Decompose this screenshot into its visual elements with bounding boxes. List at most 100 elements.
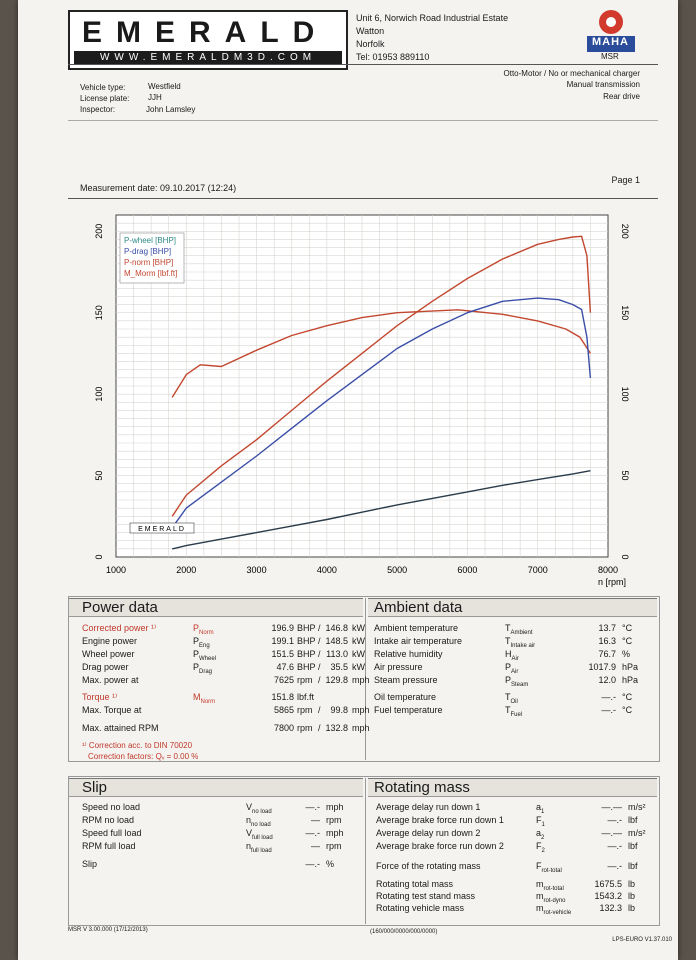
torque-symbol: MNorm <box>193 692 216 705</box>
power-row-value1: 47.6 <box>276 662 294 672</box>
power-row-value1: 7625 <box>273 675 294 685</box>
ambient-data-header <box>368 598 657 617</box>
max-rpm-value: 7800 <box>273 723 294 733</box>
torque-unit: lbf.ft <box>297 692 315 702</box>
power-row-unit1: BHP <box>297 649 316 659</box>
x-tick-label: 4000 <box>317 565 337 575</box>
address-line-3: Norfolk <box>356 39 385 49</box>
y-tick-label-left: 0 <box>94 554 104 559</box>
footer-code: (160/000/0000/000/0000) <box>370 929 438 935</box>
maha-wordmark: MAHA <box>592 36 629 48</box>
x-axis-label: n [rpm] <box>598 577 626 587</box>
power-row-label: Corrected power ¹⁾ <box>82 623 157 633</box>
max-rpm-mph-unit: mph <box>352 723 370 733</box>
slip-title: Slip <box>82 779 108 796</box>
slip-row-unit: rpm <box>326 815 342 825</box>
maha-logo: MAHA <box>583 8 639 54</box>
ambient-data-title: Ambient data <box>374 599 463 616</box>
slip-row-value: — <box>311 841 320 851</box>
x-tick-label: 6000 <box>457 565 477 575</box>
rotating-row-label: Average brake force run down 1 <box>376 815 504 825</box>
max-rpm-mph: 132.8 <box>325 723 348 733</box>
series-line-2 <box>171 297 592 529</box>
rotating-mass-header <box>368 778 657 797</box>
power-row-separator: / <box>318 662 321 672</box>
max-rpm-unit: rpm <box>297 723 313 733</box>
ambient-row-label: Ambient temperature <box>374 623 459 633</box>
fuel-temp-symbol: TFuel <box>505 705 523 718</box>
ambient-row-value: 1017.9 <box>588 662 616 672</box>
slip-row-value: — <box>311 815 320 825</box>
power-row-label: Max. power at <box>82 675 139 685</box>
dyno-report-sheet: EMERALD WWW.EMERALDM3D.COM Unit 6, Norwi… <box>18 0 678 960</box>
rotating-row-label: Average delay run down 2 <box>376 828 481 838</box>
slip-row-label: RPM no load <box>82 815 135 825</box>
watermark-text: EMERALD <box>138 526 186 533</box>
rotating-row-unit: lbf <box>628 841 638 851</box>
telephone: Tel: 01953 889110 <box>356 52 430 62</box>
power-row-unit2: kW <box>352 636 365 646</box>
power-row-value1: 151.5 <box>271 649 294 659</box>
x-tick-label: 5000 <box>387 565 407 575</box>
power-row-value2: 113.0 <box>326 649 348 659</box>
max-rpm-label: Max. attained RPM <box>82 723 159 733</box>
y-tick-label-right: 100 <box>620 387 630 402</box>
fuel-temp-value: —.- <box>601 705 617 715</box>
power-row-unit2: mph <box>352 675 370 685</box>
x-tick-label: 7000 <box>528 565 548 575</box>
footer-version: MSR V 3.00.000 (17/12/2013) <box>68 927 148 933</box>
y-tick-label-left: 150 <box>94 305 104 320</box>
slip-row-symbol: nfull load <box>246 841 272 854</box>
torque-label: Torque ¹⁾ <box>82 692 118 702</box>
power-row-unit2: kW <box>352 662 365 672</box>
mass-row-label: Rotating vehicle mass <box>376 903 465 913</box>
ambient-row-label: Intake air temperature <box>374 636 463 646</box>
ambient-row-value: 12.0 <box>598 675 616 685</box>
mass-row-label: Rotating test stand mass <box>376 891 476 901</box>
emerald-logo: EMERALD WWW.EMERALDM3D.COM <box>68 10 348 70</box>
oil-temp-symbol: TOil <box>505 692 518 705</box>
slip-unit: % <box>326 859 335 869</box>
y-tick-label-left: 50 <box>94 471 104 481</box>
rotating-row-value: —.- <box>607 815 623 825</box>
torque-value: 151.8 <box>271 692 294 702</box>
slip-row-unit: mph <box>326 828 344 838</box>
power-row-value2: 35.5 <box>330 662 348 672</box>
ambient-row-unit: hPa <box>622 662 639 672</box>
slip-header <box>69 778 363 797</box>
engine-type: Otto-Motor / No or mechanical charger <box>503 69 641 78</box>
oil-temp-value: —.- <box>601 692 617 702</box>
ambient-row-symbol: TIntake air <box>505 636 536 649</box>
mass-row-symbol: mrot-dyno <box>536 891 566 904</box>
force-rotating-symbol: Frot-total <box>536 861 562 874</box>
power-row-separator: / <box>318 623 321 633</box>
address-line-2: Watton <box>356 26 385 36</box>
data-panel-top <box>68 596 660 762</box>
ambient-row-symbol: HAir <box>505 649 519 662</box>
mass-row-symbol: mrot-total <box>536 879 564 892</box>
rotating-row-unit: lbf <box>628 815 638 825</box>
data-panel-bottom <box>68 776 660 926</box>
maha-emblem-icon <box>587 10 635 52</box>
ambient-row-value: 13.7 <box>598 623 616 633</box>
vehicle-type: Westfield <box>148 82 181 91</box>
measurement-date: Measurement date: 09.10.2017 (12:24) <box>80 183 237 193</box>
slip-row-symbol: nno load <box>246 815 271 828</box>
ambient-row-label: Steam pressure <box>374 675 438 685</box>
slip-row-symbol: Vno load <box>246 802 272 815</box>
fuel-temp-unit: °C <box>622 705 633 715</box>
power-row-unit1: rpm <box>297 675 313 685</box>
transmission-type: Manual transmission <box>566 80 640 89</box>
power-row-value2: 129.8 <box>325 675 348 685</box>
legend-box <box>119 232 185 284</box>
power-row-separator: / <box>318 649 321 659</box>
series-line-1 <box>171 309 591 398</box>
correction-footnote: ¹⁾ Correction acc. to DIN 70020 <box>82 741 193 750</box>
ambient-row-unit: % <box>622 649 631 659</box>
power-row-value2: 148.5 <box>325 636 348 646</box>
drive-type: Rear drive <box>603 92 640 101</box>
rotating-row-unit: m/s² <box>628 828 646 838</box>
power-data-header <box>69 598 363 617</box>
ambient-row-label: Relative humidity <box>374 649 443 659</box>
